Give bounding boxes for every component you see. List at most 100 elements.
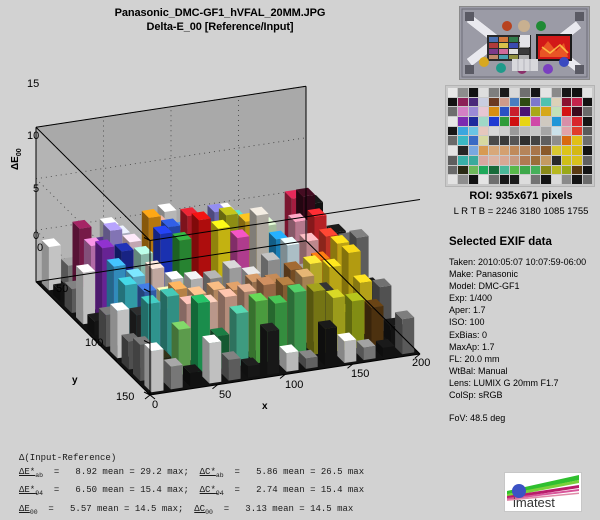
color-patch[interactable] bbox=[551, 165, 561, 175]
color-patch[interactable] bbox=[468, 146, 479, 155]
color-patch[interactable] bbox=[499, 126, 510, 136]
color-patch[interactable] bbox=[479, 146, 489, 155]
color-patch[interactable] bbox=[458, 97, 468, 107]
color-patch[interactable] bbox=[561, 175, 572, 184]
color-patch[interactable] bbox=[510, 107, 520, 117]
color-patch[interactable] bbox=[479, 155, 489, 165]
color-patch[interactable] bbox=[572, 117, 582, 126]
color-patch[interactable] bbox=[479, 88, 489, 97]
color-patch[interactable] bbox=[551, 155, 561, 165]
color-patch[interactable] bbox=[561, 97, 572, 107]
color-patch[interactable] bbox=[468, 155, 479, 165]
color-patch[interactable] bbox=[479, 165, 489, 175]
color-patch[interactable] bbox=[572, 136, 582, 146]
color-patch[interactable] bbox=[489, 155, 499, 165]
color-patch[interactable] bbox=[572, 107, 582, 117]
color-patch[interactable] bbox=[551, 136, 561, 146]
color-patch[interactable] bbox=[489, 117, 499, 126]
color-patch[interactable] bbox=[448, 107, 458, 117]
color-patch[interactable] bbox=[520, 155, 530, 165]
color-patch[interactable] bbox=[551, 126, 561, 136]
color-patch[interactable] bbox=[458, 155, 468, 165]
color-patch[interactable] bbox=[499, 117, 510, 126]
color-patch[interactable] bbox=[479, 136, 489, 146]
color-patch[interactable] bbox=[572, 97, 582, 107]
color-patch[interactable] bbox=[551, 88, 561, 97]
color-patch[interactable] bbox=[541, 165, 551, 175]
color-patch[interactable] bbox=[530, 165, 541, 175]
color-patch[interactable] bbox=[510, 126, 520, 136]
color-patch[interactable] bbox=[561, 136, 572, 146]
color-patch[interactable] bbox=[489, 107, 499, 117]
color-patch[interactable] bbox=[458, 175, 468, 184]
color-patch[interactable] bbox=[468, 107, 479, 117]
color-patch[interactable] bbox=[520, 175, 530, 184]
imatest-logo[interactable]: imatest bbox=[504, 472, 582, 512]
color-patch[interactable] bbox=[499, 146, 510, 155]
color-patch[interactable] bbox=[479, 107, 489, 117]
color-patch[interactable] bbox=[448, 175, 458, 184]
color-patch[interactable] bbox=[458, 146, 468, 155]
color-patch[interactable] bbox=[572, 126, 582, 136]
color-patch[interactable] bbox=[530, 136, 541, 146]
color-patch[interactable] bbox=[510, 136, 520, 146]
color-patch[interactable] bbox=[530, 97, 541, 107]
color-patch[interactable] bbox=[499, 107, 510, 117]
color-patch[interactable] bbox=[448, 165, 458, 175]
color-patch[interactable] bbox=[458, 126, 468, 136]
color-patch[interactable] bbox=[468, 136, 479, 146]
color-patch[interactable] bbox=[499, 97, 510, 107]
color-patch[interactable] bbox=[448, 155, 458, 165]
color-patch[interactable] bbox=[551, 175, 561, 184]
color-patch[interactable] bbox=[458, 165, 468, 175]
color-patch[interactable] bbox=[541, 126, 551, 136]
delta-e-3d-bar-plot[interactable] bbox=[0, 40, 440, 440]
color-patch[interactable] bbox=[561, 165, 572, 175]
color-patch[interactable] bbox=[530, 88, 541, 97]
color-patch[interactable] bbox=[448, 136, 458, 146]
color-patch[interactable] bbox=[541, 88, 551, 97]
color-patch[interactable] bbox=[530, 126, 541, 136]
color-patch[interactable] bbox=[448, 126, 458, 136]
color-patch[interactable] bbox=[561, 88, 572, 97]
color-patch[interactable] bbox=[582, 97, 592, 107]
color-patch[interactable] bbox=[489, 126, 499, 136]
color-patch[interactable] bbox=[582, 136, 592, 146]
color-patch[interactable] bbox=[551, 117, 561, 126]
color-patch[interactable] bbox=[520, 126, 530, 136]
color-patch[interactable] bbox=[479, 126, 489, 136]
color-patch[interactable] bbox=[582, 88, 592, 97]
color-patch[interactable] bbox=[561, 107, 572, 117]
color-patch[interactable] bbox=[499, 165, 510, 175]
color-patch[interactable] bbox=[572, 146, 582, 155]
color-patch[interactable] bbox=[582, 126, 592, 136]
color-patch[interactable] bbox=[448, 97, 458, 107]
color-patch[interactable] bbox=[541, 146, 551, 155]
color-patch[interactable] bbox=[499, 175, 510, 184]
color-patch[interactable] bbox=[489, 136, 499, 146]
color-patch[interactable] bbox=[582, 165, 592, 175]
color-patch[interactable] bbox=[541, 117, 551, 126]
color-patch[interactable] bbox=[510, 175, 520, 184]
color-patch[interactable] bbox=[520, 136, 530, 146]
color-patch[interactable] bbox=[541, 155, 551, 165]
color-patch[interactable] bbox=[489, 88, 499, 97]
color-patch[interactable] bbox=[561, 117, 572, 126]
color-patch[interactable] bbox=[448, 117, 458, 126]
color-patch[interactable] bbox=[541, 175, 551, 184]
color-patch[interactable] bbox=[458, 136, 468, 146]
color-patch[interactable] bbox=[489, 165, 499, 175]
color-patch[interactable] bbox=[468, 117, 479, 126]
color-patch[interactable] bbox=[561, 155, 572, 165]
color-patch[interactable] bbox=[489, 175, 499, 184]
color-patch[interactable] bbox=[448, 88, 458, 97]
color-patch[interactable] bbox=[458, 88, 468, 97]
color-patch[interactable] bbox=[468, 126, 479, 136]
color-patch[interactable] bbox=[489, 97, 499, 107]
color-patch[interactable] bbox=[551, 107, 561, 117]
color-patch[interactable] bbox=[530, 155, 541, 165]
color-patch[interactable] bbox=[448, 146, 458, 155]
color-patch[interactable] bbox=[499, 88, 510, 97]
color-patch[interactable] bbox=[520, 107, 530, 117]
color-patch[interactable] bbox=[541, 107, 551, 117]
